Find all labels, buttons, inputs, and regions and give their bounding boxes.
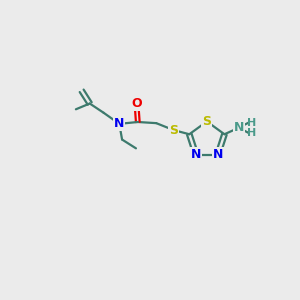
Text: S: S: [169, 124, 178, 136]
Text: N: N: [213, 148, 223, 161]
Text: N: N: [191, 148, 201, 161]
Text: N: N: [114, 117, 124, 130]
Text: S: S: [202, 115, 211, 128]
Text: N: N: [234, 121, 244, 134]
Text: H: H: [247, 128, 256, 138]
Text: O: O: [131, 97, 142, 110]
Text: H: H: [247, 118, 256, 128]
